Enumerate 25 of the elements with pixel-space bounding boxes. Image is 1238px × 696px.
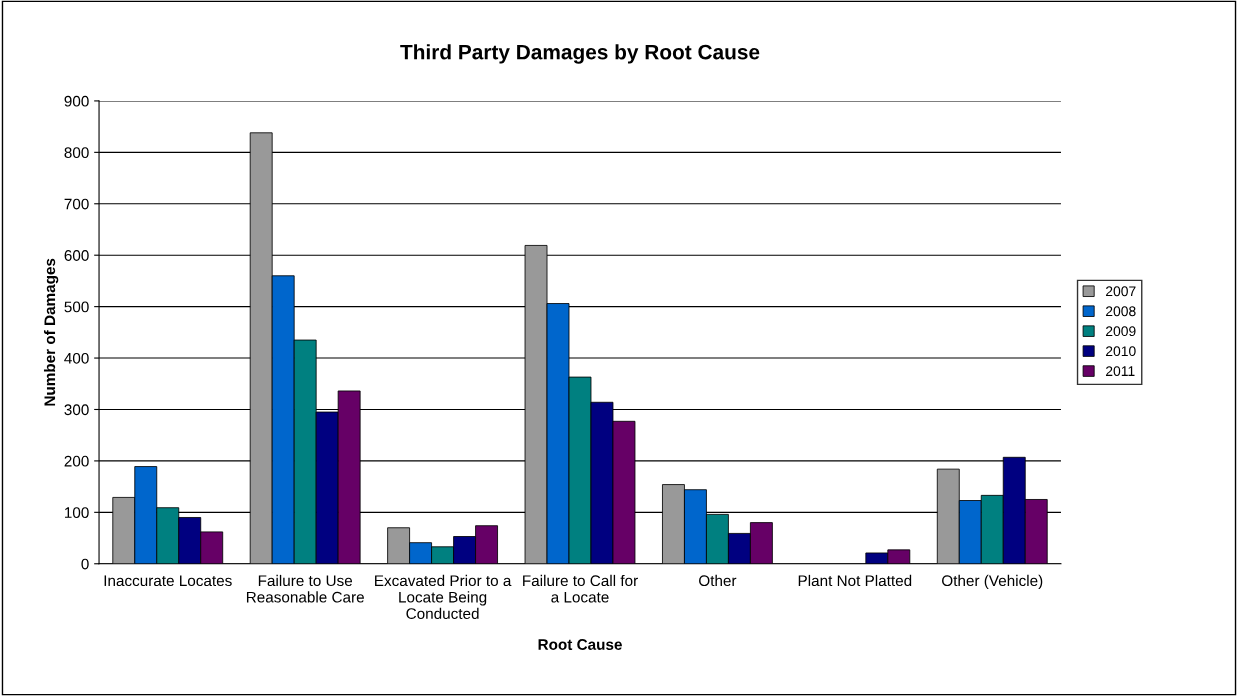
y-tick-label: 600 xyxy=(64,250,89,261)
x-tick-label: Failure to Use Reasonable Care xyxy=(246,574,364,603)
legend-label: 2010 xyxy=(1106,346,1136,357)
x-tick-label: Other xyxy=(699,574,737,587)
chart-title: Third Party Damages by Root Cause xyxy=(400,44,760,64)
y-tick-label: 0 xyxy=(81,558,89,570)
y-tick-label: 900 xyxy=(64,95,89,107)
y-tick-label: 700 xyxy=(64,198,89,210)
legend-label: 2009 xyxy=(1106,326,1136,337)
y-axis-title: Number of Damages xyxy=(43,258,59,406)
y-tick-label: 200 xyxy=(64,455,89,467)
x-axis-title: Root Cause xyxy=(538,639,622,650)
legend-label: 2011 xyxy=(1106,366,1135,377)
legend-label: 2008 xyxy=(1106,306,1136,317)
x-tick-label: Plant Not Platted xyxy=(798,574,912,587)
y-tick-label: 500 xyxy=(64,301,89,313)
y-tick-label: 800 xyxy=(64,147,89,159)
x-tick-label: Inaccurate Locates xyxy=(104,575,232,587)
x-tick-label: Failure to Call for a Locate xyxy=(523,574,638,603)
x-tick-label: Excavated Prior to a Locate Being Conducted xyxy=(375,574,512,620)
y-tick-label: 300 xyxy=(64,404,89,416)
y-tick-label: 100 xyxy=(65,507,89,519)
y-tick-label: 400 xyxy=(64,352,89,364)
legend-label: 2007 xyxy=(1106,286,1136,297)
x-tick-label: Other (Vehicle) xyxy=(942,574,1043,590)
